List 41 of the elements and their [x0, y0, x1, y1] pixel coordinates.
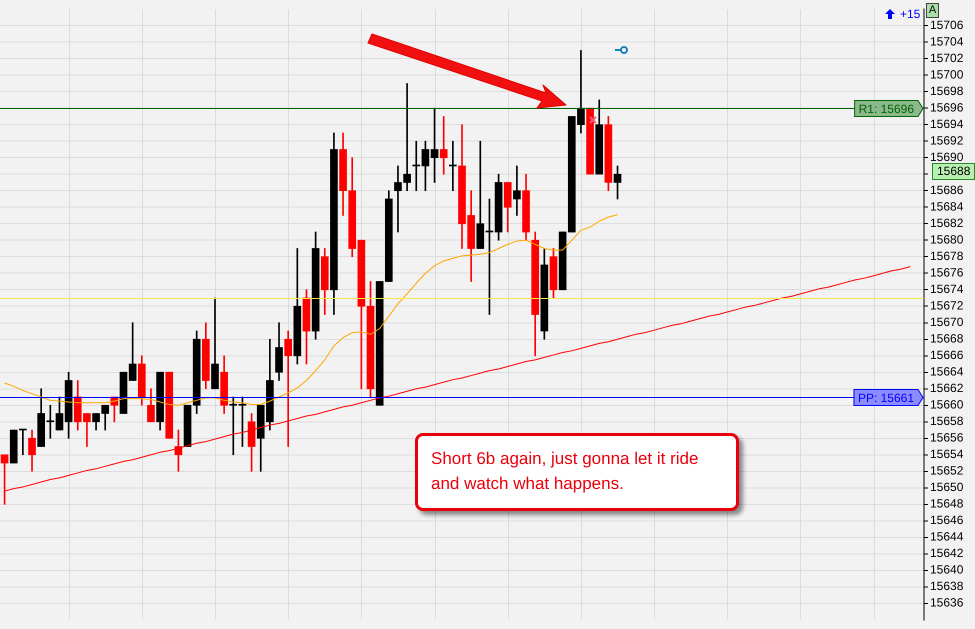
y-tick-label: 15654	[930, 447, 964, 462]
y-tick-label: 15642	[930, 546, 964, 560]
y-tick-label: 15694	[930, 117, 964, 132]
y-tick-label: 15686	[930, 183, 964, 198]
ref-line-label: R1: 15696	[858, 102, 914, 116]
y-tick-label: 15652	[930, 464, 964, 478]
y-tick-label: 15690	[930, 150, 964, 164]
y-tick-label: 15668	[930, 332, 964, 346]
y-tick-label: 15698	[930, 84, 964, 98]
y-tick-label: 15650	[930, 480, 964, 494]
y-tick-label: 15636	[930, 596, 964, 610]
y-tick-label: 15692	[930, 134, 964, 148]
y-tick-label: 15660	[930, 398, 964, 412]
y-tick-label: 15672	[930, 298, 964, 313]
y-tick-label: 15644	[930, 530, 964, 544]
y-tick-label: 15670	[930, 315, 964, 330]
y-tick-label: 15676	[930, 266, 964, 280]
y-tick-label: 15662	[930, 381, 964, 396]
y-tick-label: 15678	[930, 249, 964, 264]
y-tick-label: 15682	[930, 216, 964, 230]
y-tick-label: 15680	[930, 232, 964, 247]
text: 15688	[932, 163, 975, 180]
y-tick-label: 15656	[930, 430, 964, 445]
y-tick-label: 15706	[930, 18, 964, 32]
y-tick-label: 15674	[930, 282, 964, 296]
y-tick-label: 15700	[930, 68, 964, 82]
y-tick-label: 15704	[930, 34, 964, 49]
y-tick-label: 15640	[930, 562, 964, 577]
y-tick-label: 15666	[930, 348, 964, 362]
annotation: +15	[900, 7, 920, 21]
y-tick-label: 15684	[930, 200, 964, 214]
y-tick-label: 15648	[930, 496, 964, 511]
y-tick-label: 15702	[930, 51, 964, 66]
y-tick-label: 15646	[930, 513, 964, 528]
y-tick-label: 15664	[930, 364, 964, 379]
ref-line-label: PP: 15661	[858, 390, 914, 405]
y-tick-label: 15658	[930, 414, 964, 428]
y-tick-label: 15696	[930, 100, 964, 115]
y-tick-label: 15638	[930, 579, 964, 594]
text: A	[926, 3, 939, 18]
callout: Short 6b again, just gonna let it ride and watch what happens.	[415, 433, 739, 511]
